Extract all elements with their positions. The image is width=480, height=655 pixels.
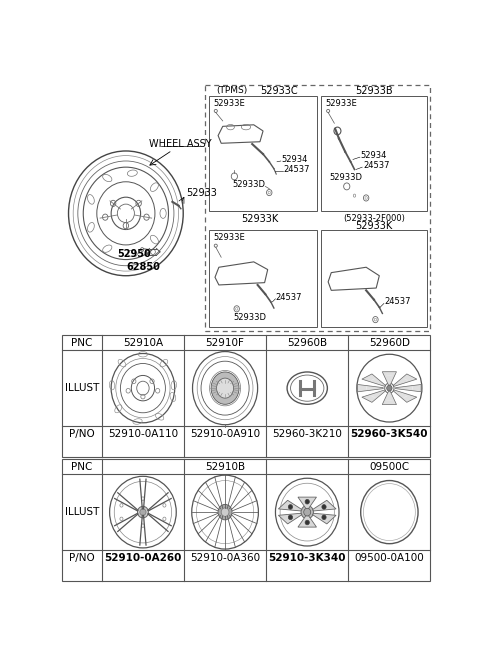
Text: 52960-3K540: 52960-3K540 — [350, 428, 428, 439]
Polygon shape — [278, 500, 302, 511]
Polygon shape — [358, 384, 383, 392]
Text: 52960B: 52960B — [287, 338, 327, 348]
Text: PNC: PNC — [71, 338, 92, 348]
Polygon shape — [370, 378, 376, 381]
Ellipse shape — [288, 504, 293, 509]
Text: ILLUST: ILLUST — [64, 383, 99, 393]
Text: 52910-0A360: 52910-0A360 — [190, 553, 260, 563]
Polygon shape — [403, 395, 408, 398]
Text: 24537: 24537 — [363, 161, 390, 170]
Ellipse shape — [140, 509, 146, 515]
Text: 52933K: 52933K — [355, 221, 393, 231]
Ellipse shape — [301, 506, 313, 519]
Text: PNC: PNC — [71, 462, 92, 472]
Text: ILLUST: ILLUST — [64, 507, 99, 517]
Text: WHEEL ASSY: WHEEL ASSY — [149, 139, 211, 149]
Polygon shape — [362, 374, 386, 386]
Text: 52933D: 52933D — [232, 180, 265, 189]
Polygon shape — [312, 500, 336, 511]
Text: (TPMS): (TPMS) — [216, 86, 248, 96]
Text: 52933E: 52933E — [214, 233, 245, 242]
Polygon shape — [362, 390, 386, 402]
Polygon shape — [298, 497, 316, 508]
Text: 52933K: 52933K — [241, 214, 278, 224]
Text: 52933C: 52933C — [260, 86, 298, 96]
Polygon shape — [278, 514, 302, 524]
Polygon shape — [382, 372, 396, 385]
Text: P/NO: P/NO — [69, 553, 95, 563]
Text: (52933-2F000): (52933-2F000) — [343, 214, 405, 223]
Ellipse shape — [322, 515, 326, 519]
Text: 62850: 62850 — [126, 262, 160, 272]
Ellipse shape — [305, 499, 309, 504]
Text: 52960-3K210: 52960-3K210 — [272, 428, 342, 439]
Ellipse shape — [137, 506, 148, 518]
Text: 52933E: 52933E — [214, 99, 245, 107]
Ellipse shape — [216, 378, 234, 398]
Polygon shape — [298, 515, 316, 527]
Text: P/NO: P/NO — [69, 428, 95, 439]
Ellipse shape — [288, 515, 293, 519]
Text: 24537: 24537 — [384, 297, 410, 307]
Text: 52910-0A260: 52910-0A260 — [104, 553, 181, 563]
Ellipse shape — [211, 372, 239, 404]
Polygon shape — [370, 395, 376, 398]
Text: 52910-0A110: 52910-0A110 — [108, 428, 178, 439]
Text: 52933D: 52933D — [234, 313, 266, 322]
Text: 52910F: 52910F — [205, 338, 244, 348]
Text: 09500-0A100: 09500-0A100 — [355, 553, 424, 563]
Text: 52910A: 52910A — [123, 338, 163, 348]
Polygon shape — [312, 514, 336, 524]
Text: 52933B: 52933B — [355, 86, 393, 96]
Ellipse shape — [304, 508, 311, 516]
Text: 52910-0A910: 52910-0A910 — [190, 428, 260, 439]
Text: 52934: 52934 — [360, 151, 387, 160]
Text: 52933E: 52933E — [326, 99, 358, 107]
Ellipse shape — [305, 520, 309, 525]
Text: 52910-3K340: 52910-3K340 — [268, 553, 346, 563]
Polygon shape — [393, 374, 417, 386]
Text: 52934: 52934 — [281, 155, 307, 164]
Ellipse shape — [221, 508, 229, 516]
Ellipse shape — [322, 504, 326, 509]
Text: 24537: 24537 — [283, 165, 310, 174]
Polygon shape — [403, 378, 408, 381]
Polygon shape — [396, 384, 421, 392]
Polygon shape — [393, 390, 417, 402]
Text: 52910B: 52910B — [205, 462, 245, 472]
Text: 09500C: 09500C — [369, 462, 409, 472]
Text: 52960D: 52960D — [369, 338, 410, 348]
Text: 52933: 52933 — [186, 187, 217, 198]
Text: 24537: 24537 — [276, 293, 302, 302]
Polygon shape — [382, 391, 396, 405]
Ellipse shape — [387, 385, 392, 391]
Ellipse shape — [218, 504, 232, 520]
Text: 52933D: 52933D — [330, 173, 363, 181]
Text: 52950: 52950 — [117, 249, 151, 259]
